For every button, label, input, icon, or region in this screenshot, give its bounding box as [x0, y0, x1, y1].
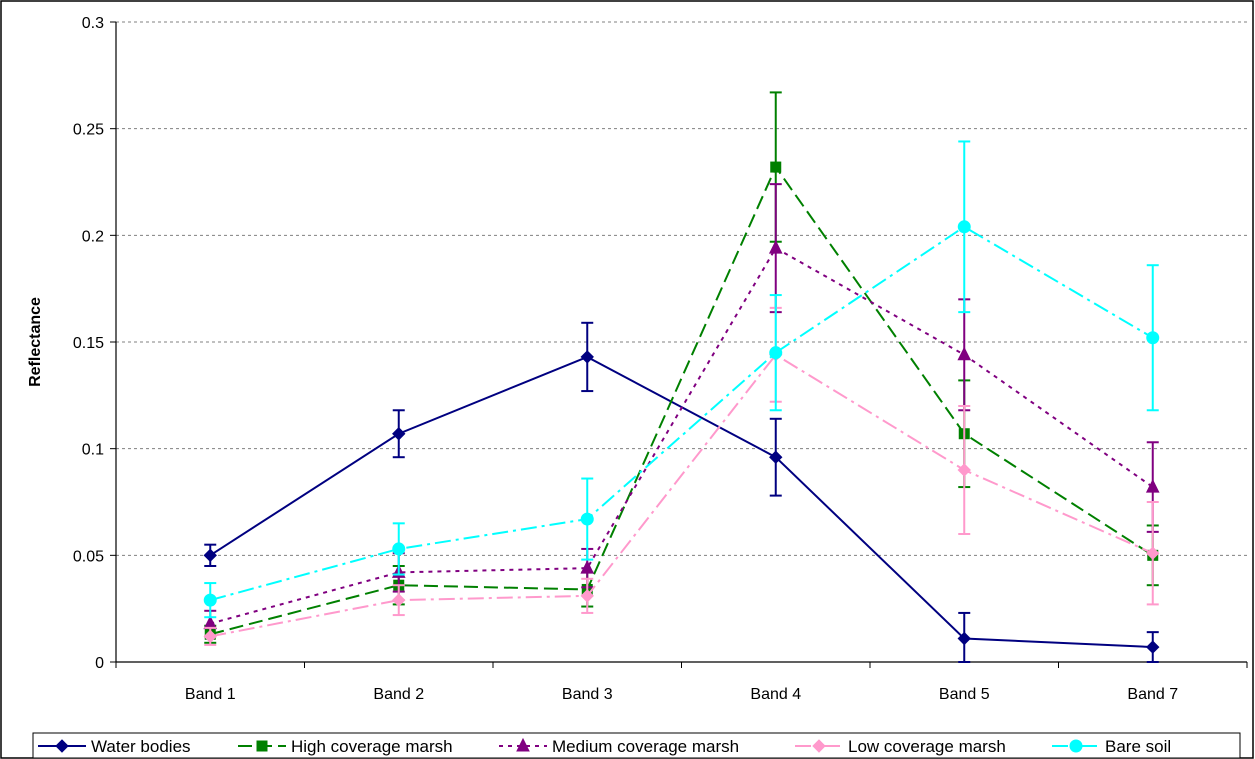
y-tick-label: 0.1: [82, 442, 104, 459]
legend-label: Bare soil: [1105, 737, 1171, 756]
data-point: [580, 350, 594, 364]
y-tick-label: 0.25: [73, 122, 104, 139]
data-point: [580, 512, 594, 526]
legend-item-3: Low coverage marsh: [795, 737, 1006, 756]
data-point: [1146, 640, 1160, 654]
series-line: [209, 225, 1154, 602]
series: [203, 91, 1160, 663]
legend-label: Medium coverage marsh: [552, 737, 739, 756]
data-point: [203, 593, 217, 607]
data-point: [392, 593, 406, 607]
axes: [110, 21, 1248, 668]
data-point: [957, 463, 971, 477]
legend-marker: [812, 739, 826, 753]
y-tick-label: 0.05: [73, 548, 104, 565]
data-point: [203, 629, 217, 644]
legend-label: Low coverage marsh: [848, 737, 1006, 756]
legend-label: Water bodies: [91, 737, 191, 756]
y-axis-title: Reflectance: [27, 297, 44, 387]
legend-item-4: Bare soil: [1052, 737, 1171, 756]
data-point: [769, 450, 783, 464]
data-point: [580, 560, 595, 574]
x-tick-label: Band 5: [939, 686, 990, 703]
legend-label: High coverage marsh: [291, 737, 453, 756]
data-point: [203, 548, 217, 563]
legend-marker: [516, 737, 530, 752]
data-point: [1146, 546, 1160, 560]
data-point: [770, 161, 782, 173]
y-tick-label: 0.3: [82, 15, 104, 32]
series-4: [203, 140, 1160, 619]
y-tick-label: 0.2: [82, 228, 104, 245]
legend: Water bodies High coverage marsh Medium co…: [32, 732, 1241, 759]
legend-marker: [1069, 739, 1083, 753]
x-tick-label: Band 7: [1127, 686, 1178, 703]
data-point: [1146, 331, 1160, 345]
series-line: [209, 165, 1154, 636]
y-tick-labels: 0 0.05 0.1 0.15 0.2 0.25 0.3: [73, 15, 104, 672]
legend-marker: [256, 740, 268, 752]
x-tick-label: Band 1: [185, 686, 236, 703]
legend-box: [32, 732, 1241, 759]
y-tick-label: 0.15: [73, 335, 104, 352]
gridlines: [116, 21, 1247, 556]
series-line: [210, 353, 1154, 638]
data-point: [768, 240, 783, 254]
data-point: [392, 427, 406, 441]
series-line: [209, 246, 1154, 625]
data-point: [392, 542, 406, 556]
x-tick-label: Band 4: [750, 686, 801, 703]
legend-item-2: Medium coverage marsh: [499, 737, 739, 756]
legend-item-1: High coverage marsh: [238, 737, 453, 756]
y-tick-label: 0: [95, 655, 104, 672]
data-point: [957, 220, 971, 234]
legend-marker: [55, 739, 69, 753]
data-point: [957, 346, 972, 361]
data-point: [1145, 478, 1160, 493]
legend-item-0: Water bodies: [38, 737, 191, 756]
x-tick-label: Band 2: [373, 686, 424, 703]
data-point: [769, 346, 783, 360]
data-point: [957, 631, 971, 646]
x-tick-label: Band 3: [562, 686, 613, 703]
x-tick-labels: Band 1 Band 2 Band 3 Band 4 Band 5 Band 7: [185, 686, 1178, 703]
data-point: [580, 589, 594, 603]
